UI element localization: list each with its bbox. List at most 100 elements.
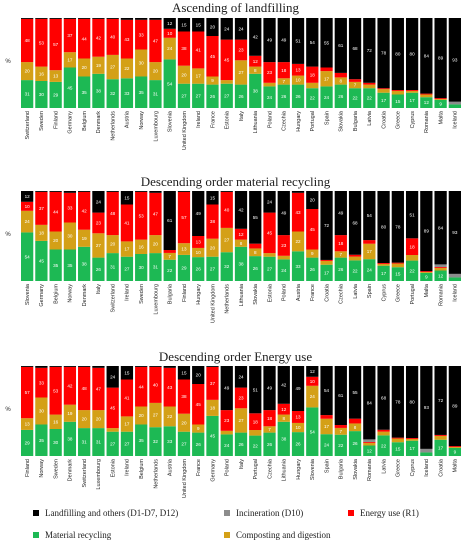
bar-segment-energy-use-r1 [405, 90, 419, 91]
bar-segment-material-recycling [192, 83, 205, 108]
x-tick-label: Belgium [139, 459, 145, 479]
x-tick-label: Romania [424, 110, 430, 133]
bar-segment-landfilling-and-others-d1-d7-d12 [21, 191, 34, 202]
data-label: 30 [53, 440, 59, 445]
bar-segment-landfilling-and-others-d1-d7-d12 [391, 191, 404, 263]
bar-segment-landfilling-and-others-d1-d7-d12 [106, 18, 119, 19]
data-label: 20 [139, 413, 145, 418]
data-label: 12 [367, 448, 373, 453]
bar-segment-energy-use-r1 [63, 192, 77, 223]
bar-segment-material-recycling [348, 431, 362, 456]
data-label: 15 [181, 22, 187, 27]
data-label: 10 [196, 250, 202, 255]
bar-segment-material-recycling [78, 246, 91, 281]
bar-segment-energy-use-r1 [249, 243, 262, 249]
y-axis-label: % [5, 232, 11, 238]
bar-segment-material-recycling [49, 249, 62, 281]
data-label: 29 [181, 266, 187, 271]
bar-segment-material-recycling [291, 432, 305, 456]
bar-segment-energy-use-r1 [21, 366, 34, 419]
data-label: 26 [196, 442, 202, 447]
bar-segment-composting-and-digestion [420, 94, 433, 98]
bar-segment-material-recycling [448, 104, 461, 108]
data-label: 9 [197, 426, 200, 431]
data-label: 72 [324, 223, 330, 228]
bar-segment-composting-and-digestion [92, 410, 105, 429]
data-label: 40 [153, 383, 159, 388]
data-label: 18 [410, 244, 416, 249]
bar-segment-composting-and-digestion [177, 413, 191, 432]
data-label: 30 [39, 92, 45, 97]
bar-segment-energy-use-r1 [220, 410, 233, 431]
bar-segment-energy-use-r1 [35, 18, 48, 67]
bar-segment-landfilling-and-others-d1-d7-d12 [420, 191, 433, 272]
data-label: 61 [167, 218, 173, 223]
data-label: 13 [196, 240, 202, 245]
data-label: 20 [196, 373, 202, 378]
data-label: 10 [310, 379, 316, 384]
bar-segment-energy-use-r1 [49, 366, 62, 415]
data-label: 47 [153, 212, 159, 217]
data-label: 89 [438, 56, 444, 61]
bar-segment-composting-and-digestion [21, 418, 34, 430]
bar-segment-incineration-d10 [448, 101, 461, 105]
bar-segment-energy-use-r1 [234, 387, 248, 409]
x-tick-label: Austria [296, 283, 302, 301]
x-tick-label: Sweden [139, 284, 145, 304]
bar-segment-energy-use-r1 [263, 62, 276, 83]
data-label: 33 [124, 91, 130, 96]
bar-segment-energy-use-r1 [63, 366, 77, 405]
bar-segment-energy-use-r1 [448, 446, 461, 447]
x-tick-label: Italy [96, 284, 102, 294]
data-label: 27 [153, 413, 159, 418]
bar-segment-energy-use-r1 [177, 191, 191, 244]
data-label: 26 [253, 266, 259, 271]
bar-segment-landfilling-and-others-d1-d7-d12 [348, 366, 362, 419]
data-label: 45 [110, 405, 116, 410]
bar-segment-energy-use-r1 [35, 367, 48, 398]
bar-segment-material-recycling [49, 81, 62, 108]
data-label: 20 [210, 25, 216, 30]
data-label: 32 [153, 439, 159, 444]
data-label: 31 [110, 265, 116, 270]
bar-segment-material-recycling [177, 254, 191, 281]
bar-segment-material-recycling [391, 267, 404, 281]
x-tick-label: Denmark [96, 111, 102, 134]
bar-segment-energy-use-r1 [320, 259, 333, 261]
bar-segment-composting-and-digestion [306, 249, 319, 258]
x-tick-label: Ireland [125, 284, 131, 301]
bar-segment-energy-use-r1 [21, 18, 34, 63]
bar-segment-landfilling-and-others-d1-d7-d12 [163, 366, 176, 368]
bar-segment-material-recycling [377, 435, 390, 457]
data-label: 26 [295, 442, 301, 447]
bar-segment-landfilling-and-others-d1-d7-d12 [377, 366, 390, 430]
data-label: 27 [110, 65, 116, 70]
bar-segment-landfilling-and-others-d1-d7-d12 [21, 366, 34, 367]
x-tick-label: Lithuania [239, 283, 245, 306]
bar-segment-material-recycling [177, 83, 191, 108]
bar-segment-composting-and-digestion [249, 248, 262, 257]
bar-segment-material-recycling [320, 434, 333, 456]
bar-segment-composting-and-digestion [291, 422, 305, 433]
data-label: 31 [153, 92, 159, 97]
x-tick-label: Greece [396, 111, 402, 129]
data-label: 72 [438, 398, 444, 403]
data-label: 54 [310, 429, 316, 434]
bar-segment-material-recycling [334, 84, 347, 108]
bar-segment-composting-and-digestion [420, 272, 433, 273]
bar-segment-energy-use-r1 [192, 384, 205, 425]
bar-segment-material-recycling [277, 259, 290, 281]
bar-segment-energy-use-r1 [234, 39, 248, 61]
x-tick-label: Luxembourg [96, 459, 102, 490]
bar-segment-energy-use-r1 [78, 18, 91, 59]
data-label: 53 [139, 213, 145, 218]
bar-segment-composting-and-digestion [49, 70, 62, 82]
bar-segment-energy-use-r1 [249, 413, 262, 431]
data-label: 54 [324, 388, 330, 393]
data-label: 27 [238, 418, 244, 423]
y-axis-label: % [5, 59, 11, 65]
bar-segment-energy-use-r1 [35, 191, 48, 225]
data-label: 20 [153, 69, 159, 74]
bar-segment-material-recycling [135, 76, 148, 108]
data-label: 35 [139, 90, 145, 95]
